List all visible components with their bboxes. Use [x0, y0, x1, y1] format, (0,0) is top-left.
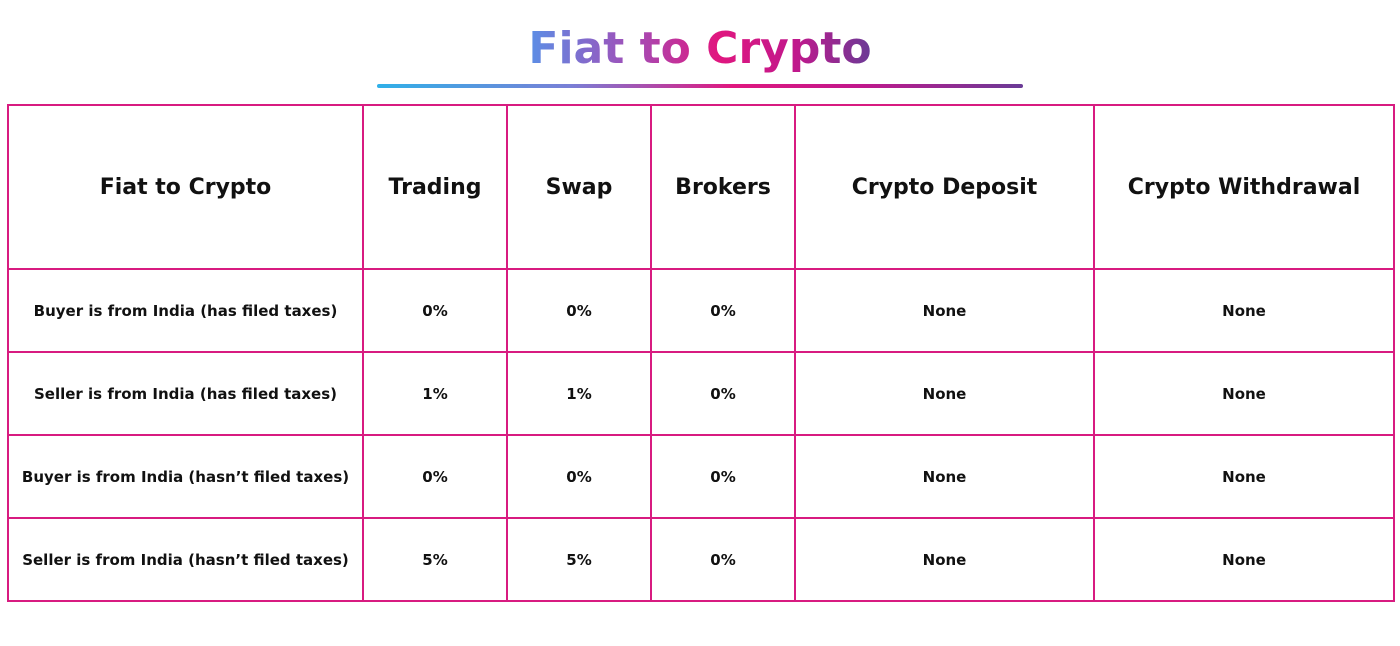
column-header: Crypto Deposit	[794, 104, 1095, 270]
table-cell: 5%	[506, 517, 652, 602]
table-cell: 0%	[650, 434, 796, 519]
table-cell: 0%	[362, 434, 508, 519]
title-underline	[377, 84, 1023, 88]
table-cell: None	[794, 351, 1095, 436]
table-cell: None	[1093, 351, 1395, 436]
fees-table: Fiat to Crypto Trading Swap Brokers Cryp…	[7, 104, 1395, 602]
row-label: Seller is from India (hasn’t filed taxes…	[7, 517, 364, 602]
row-label: Seller is from India (has filed taxes)	[7, 351, 364, 436]
table-cell: 0%	[362, 268, 508, 353]
table-row: Seller is from India (has filed taxes) 1…	[7, 351, 1395, 436]
page-title: Fiat to Crypto	[0, 18, 1400, 80]
table-header-row: Fiat to Crypto Trading Swap Brokers Cryp…	[7, 104, 1395, 270]
table-cell: 0%	[650, 351, 796, 436]
table-cell: 1%	[506, 351, 652, 436]
page-title-text: Fiat to Crypto	[528, 23, 872, 74]
table-row: Seller is from India (hasn’t filed taxes…	[7, 517, 1395, 602]
table-cell: 5%	[362, 517, 508, 602]
column-header: Swap	[506, 104, 652, 270]
table-cell: None	[1093, 517, 1395, 602]
table-cell: None	[1093, 268, 1395, 353]
table-cell: None	[794, 434, 1095, 519]
column-header: Brokers	[650, 104, 796, 270]
table-cell: 0%	[506, 434, 652, 519]
row-label: Buyer is from India (hasn’t filed taxes)	[7, 434, 364, 519]
table-cell: 0%	[650, 517, 796, 602]
row-label: Buyer is from India (has filed taxes)	[7, 268, 364, 353]
column-header: Trading	[362, 104, 508, 270]
table-cell: None	[794, 517, 1095, 602]
table-cell: 0%	[650, 268, 796, 353]
column-header: Fiat to Crypto	[7, 104, 364, 270]
table-cell: None	[794, 268, 1095, 353]
table-row: Buyer is from India (has filed taxes) 0%…	[7, 268, 1395, 353]
table-cell: 0%	[506, 268, 652, 353]
table-cell: None	[1093, 434, 1395, 519]
table-cell: 1%	[362, 351, 508, 436]
column-header: Crypto Withdrawal	[1093, 104, 1395, 270]
table-row: Buyer is from India (hasn’t filed taxes)…	[7, 434, 1395, 519]
